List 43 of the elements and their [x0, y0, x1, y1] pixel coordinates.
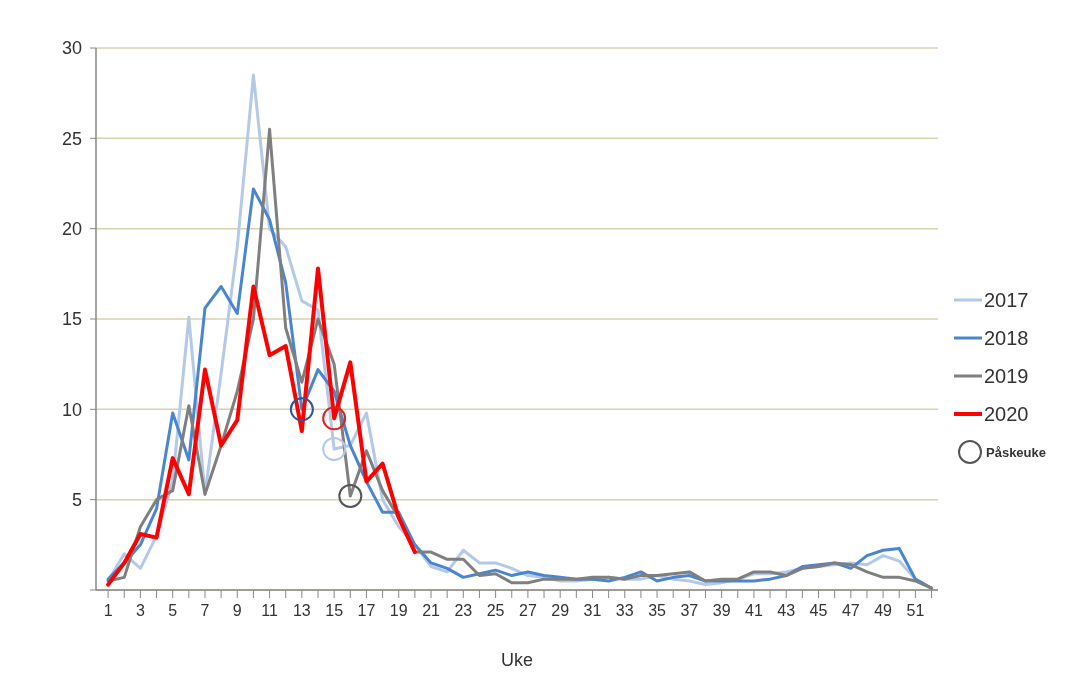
- point: [338, 484, 363, 509]
- x-tick-label: 39: [712, 602, 731, 619]
- x-tick-label: 43: [777, 602, 796, 619]
- x-tick-label: 11: [261, 602, 278, 619]
- x-tick-label: 51: [906, 602, 925, 619]
- y-tick-label: 20: [61, 218, 82, 239]
- line-series: [106, 266, 417, 587]
- x-tick-label: 19: [389, 602, 408, 619]
- x-tick-label: 17: [357, 602, 376, 619]
- point: [322, 437, 347, 462]
- legend-label: 2019: [984, 365, 1029, 387]
- y-tick-label: 30: [61, 38, 82, 59]
- x-tick-label: 3: [135, 602, 145, 619]
- x-tick-label: 23: [454, 602, 473, 619]
- x-tick-label: 9: [232, 602, 242, 619]
- x-tick-label: 29: [551, 602, 570, 619]
- x-tick-label: 45: [809, 602, 828, 619]
- x-tick-label: 35: [648, 602, 667, 619]
- x-tick-label: 15: [325, 602, 344, 619]
- x-tick-label: 27: [519, 602, 537, 619]
- x-tick-label: 33: [615, 602, 634, 619]
- x-tick-label: 37: [680, 602, 699, 619]
- x-tick-label: 13: [292, 602, 311, 619]
- x-tick-label: 31: [583, 602, 602, 619]
- x-tick-label: 25: [486, 602, 505, 619]
- x-tick-label: 5: [168, 602, 178, 619]
- x-tick-label: 21: [422, 602, 441, 619]
- x-tick-label: 7: [200, 602, 210, 619]
- legend-label: 2020: [984, 403, 1029, 425]
- point: [322, 406, 347, 431]
- x-tick-label: 1: [103, 602, 113, 619]
- legend-label: 2018: [984, 327, 1029, 349]
- y-tick-label: 10: [61, 399, 82, 420]
- legend-label: Påskeuke: [986, 444, 1046, 460]
- y-tick-label: 25: [61, 128, 82, 149]
- y-tick-label: 5: [71, 489, 82, 510]
- y-tick-label: 15: [61, 309, 82, 330]
- x-axis-title: Uke: [500, 650, 534, 670]
- x-tick-label: 41: [745, 602, 763, 619]
- x-tick-label: 47: [841, 602, 860, 619]
- legend-label: 2017: [984, 289, 1029, 311]
- x-tick-label: 49: [874, 602, 893, 619]
- point: [289, 397, 314, 422]
